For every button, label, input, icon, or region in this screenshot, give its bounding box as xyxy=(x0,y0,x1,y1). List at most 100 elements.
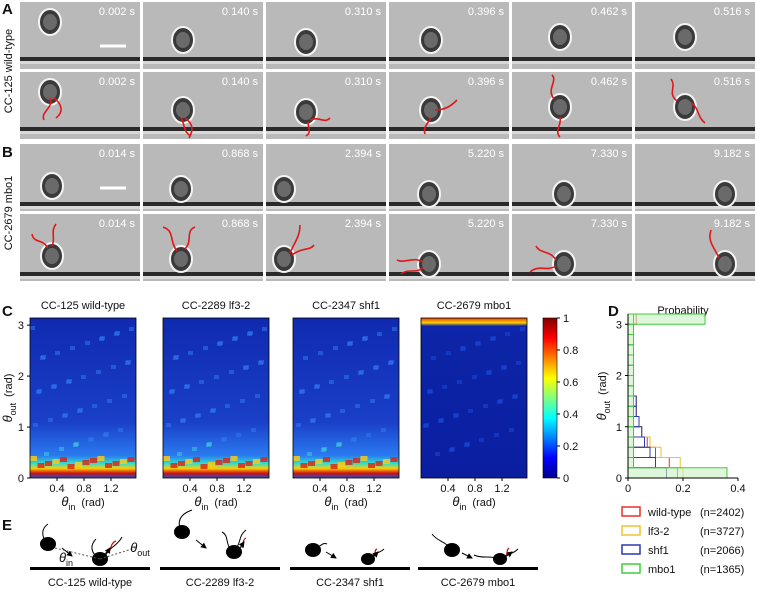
y-tick-label: 3 xyxy=(18,320,24,332)
heatmap-title: CC-2347 shf1 xyxy=(312,300,380,312)
heatmap xyxy=(293,318,399,478)
heatmap-texture xyxy=(366,433,371,437)
flagella-trace xyxy=(42,97,62,121)
heatmap-texture xyxy=(107,399,112,403)
heatmap-texture xyxy=(505,332,510,336)
x-tick-label: 1.2 xyxy=(103,483,118,495)
heatmap-texture xyxy=(347,342,352,346)
y-tick-label: 3 xyxy=(616,319,622,331)
heatmap-texture xyxy=(509,428,514,432)
flagellum xyxy=(221,531,235,553)
legend-count: (n=1365) xyxy=(700,564,744,576)
legend-count: (n=2402) xyxy=(700,507,744,519)
heatmap-texture xyxy=(114,332,119,336)
colorbar-tick-label: 1 xyxy=(563,313,569,325)
colorbar-tick-label: 0.4 xyxy=(563,409,578,421)
subscript: in xyxy=(66,558,73,568)
heatmap-texture xyxy=(516,361,521,365)
timestamp: 0.310 s xyxy=(345,6,382,18)
heatmap-texture xyxy=(355,404,360,408)
wall xyxy=(20,127,140,131)
heatmap-texture xyxy=(122,394,127,398)
wall-shadow xyxy=(512,131,632,134)
heatmap-texture xyxy=(30,326,35,330)
timestamp: 0.516 s xyxy=(714,76,751,88)
cell-texture xyxy=(176,32,190,48)
cell-texture xyxy=(678,29,692,45)
heatmap-texture xyxy=(333,346,338,350)
y-tick-label: 2 xyxy=(616,371,622,383)
timestamp: 7.330 s xyxy=(591,218,628,230)
colorbar xyxy=(542,317,558,479)
axis-label: θin (rad) xyxy=(452,494,495,512)
arrow xyxy=(103,547,111,559)
histogram-bar xyxy=(627,436,634,448)
timestamp: 0.462 s xyxy=(591,6,628,18)
frame xyxy=(389,214,509,281)
cell-texture xyxy=(553,99,567,115)
histogram-bar xyxy=(627,426,634,438)
heatmap-texture xyxy=(210,409,215,413)
panel-label: A xyxy=(2,1,13,18)
heatmap-texture xyxy=(99,337,104,341)
cell-texture xyxy=(299,104,313,120)
heatmap-texture xyxy=(192,447,197,451)
wall xyxy=(20,272,140,276)
heatmap-texture xyxy=(338,462,345,467)
heatmap-texture xyxy=(105,463,112,468)
timestamp: 0.002 s xyxy=(99,76,136,88)
heatmap-texture xyxy=(166,423,171,427)
heatmap-texture xyxy=(388,361,393,365)
heatmap-texture xyxy=(392,327,397,331)
heatmap-texture xyxy=(314,385,319,389)
wall xyxy=(635,202,755,206)
heatmap-texture xyxy=(33,423,38,427)
cell-texture xyxy=(553,29,567,45)
legend-swatch xyxy=(621,563,641,574)
arrow xyxy=(237,541,245,552)
x-tick-label: 0.4 xyxy=(49,483,64,495)
cell-texture xyxy=(45,248,59,264)
x-tick-label: 0.8 xyxy=(76,483,91,495)
wall-shadow xyxy=(266,131,386,134)
heatmap-texture xyxy=(453,414,458,418)
subscript: out xyxy=(8,402,18,415)
flagella-trace xyxy=(529,245,557,273)
histogram-bar xyxy=(627,354,634,366)
wall-shadow xyxy=(635,61,755,64)
heatmap-texture xyxy=(125,361,130,365)
timestamp: 0.868 s xyxy=(222,148,259,160)
flagellum xyxy=(473,554,501,560)
cell-texture xyxy=(277,181,291,197)
unit: (rad) xyxy=(3,374,15,397)
wall-shadow xyxy=(266,276,386,279)
heatmap-texture xyxy=(180,419,185,423)
wall xyxy=(20,202,140,206)
subscript: in xyxy=(331,502,338,512)
timestamp: 0.310 s xyxy=(345,76,382,88)
wall-shadow xyxy=(143,131,263,134)
axis-label: θout (rad) xyxy=(0,374,18,423)
heatmap-texture xyxy=(353,458,360,463)
wall xyxy=(389,127,509,131)
heatmap-texture xyxy=(318,351,323,355)
subscript: out xyxy=(137,548,150,558)
symbol: θ xyxy=(594,413,609,420)
axis-label: θin (rad) xyxy=(194,494,237,512)
flagellum xyxy=(233,529,247,553)
heatmap-texture xyxy=(229,370,234,374)
heatmap-texture xyxy=(188,351,193,355)
arrow xyxy=(461,552,473,559)
x-tick-label: 0.8 xyxy=(339,483,354,495)
heatmap-texture xyxy=(177,452,182,456)
flagellum xyxy=(431,533,453,551)
colorbar-tick-label: 0.2 xyxy=(563,441,578,453)
heatmap-texture xyxy=(494,433,499,437)
x-tick-label: 0.4 xyxy=(182,483,197,495)
symbol: θ xyxy=(0,415,15,422)
wall-shadow xyxy=(143,61,263,64)
heatmap-texture xyxy=(345,460,353,465)
x-tick-label: 0.4 xyxy=(730,483,745,495)
wall xyxy=(635,272,755,276)
wall-shadow xyxy=(512,206,632,209)
